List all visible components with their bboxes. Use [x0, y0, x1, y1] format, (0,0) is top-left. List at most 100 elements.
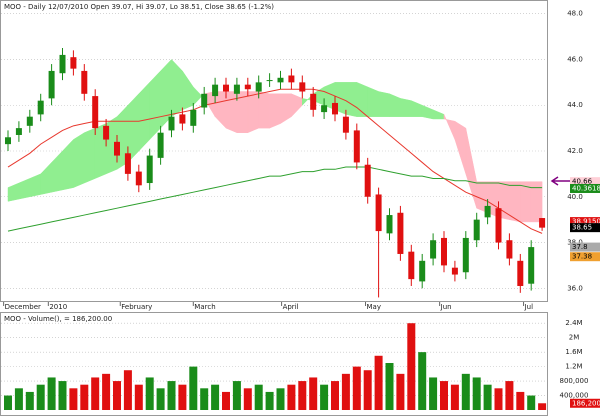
price-label: 40.3618 — [572, 184, 600, 192]
volume-bar — [472, 377, 481, 410]
price-label-box — [570, 177, 600, 187]
volume-bar — [407, 323, 416, 410]
volume-bar — [243, 388, 252, 410]
y-tick-label: 1.2M — [565, 363, 582, 371]
y-tick-label: 800,000 — [560, 377, 589, 385]
candle-body — [277, 77, 284, 83]
candle-body — [462, 237, 469, 273]
volume-bar — [527, 395, 536, 410]
moving-average — [7, 166, 543, 232]
candle-body — [157, 132, 164, 158]
x-tick-label: 2010 — [49, 303, 67, 311]
y-tick-label: 38.0 — [567, 239, 583, 247]
volume-bar — [134, 384, 143, 410]
volume-bar — [254, 384, 263, 410]
volume-bar — [320, 384, 329, 410]
cloud — [367, 86, 379, 117]
cloud — [400, 98, 412, 117]
volume-bar — [341, 373, 350, 410]
volume-bar — [298, 381, 307, 410]
candle-body — [364, 164, 371, 197]
cloud — [258, 91, 270, 129]
y-tick-label: 42.0 — [567, 147, 583, 155]
price-label-box — [570, 183, 600, 193]
y-tick-label: 44.0 — [567, 101, 583, 109]
volume-bar — [36, 384, 45, 410]
volume-bar — [450, 384, 459, 410]
last-volume-label: 186,200 — [572, 399, 600, 407]
volume-bar — [167, 381, 176, 410]
volume-bar — [287, 384, 296, 410]
cloud — [345, 82, 358, 117]
candle-body — [244, 84, 251, 90]
volume-bar — [4, 395, 12, 410]
volume-bar — [58, 381, 67, 410]
last-volume-box — [570, 398, 600, 408]
volume-bar — [276, 388, 285, 410]
volume-bar — [385, 363, 394, 410]
cloud — [269, 93, 281, 129]
candle-body — [288, 75, 295, 83]
cloud — [149, 70, 161, 141]
candle-body — [201, 93, 208, 108]
candle-body — [430, 240, 437, 259]
price-title: MOO - Daily 12/07/2010 Open 39.07, Hi 39… — [4, 3, 274, 11]
candle-body — [70, 57, 77, 69]
candle-body — [190, 109, 197, 126]
volume-title: MOO - Volume(), = 186,200.00 — [4, 315, 112, 323]
volume-bar — [69, 388, 78, 410]
volume-bar — [25, 391, 34, 410]
candle-body — [92, 96, 99, 129]
candle-body — [408, 251, 415, 280]
y-tick-label: 2.4M — [565, 319, 582, 327]
candle-body — [223, 84, 229, 92]
candle-body — [397, 212, 404, 254]
candle-body — [59, 54, 66, 74]
candle-body — [299, 82, 306, 92]
volume-bar — [309, 377, 318, 410]
cloud — [378, 91, 390, 117]
volume-bar — [123, 370, 132, 410]
volume-bar — [222, 391, 230, 410]
volume-bar — [156, 388, 165, 410]
price-label-box — [570, 242, 600, 252]
volume-bar — [102, 373, 111, 410]
candle-body — [375, 194, 382, 232]
candle-body — [26, 116, 33, 126]
x-tick-label: Jun — [440, 303, 452, 311]
candle-body — [5, 137, 11, 145]
cloud — [225, 91, 238, 134]
candle-body — [81, 70, 88, 94]
candle-body — [212, 84, 219, 97]
volume-bar — [211, 384, 220, 410]
candle-body — [233, 84, 240, 94]
volume-bar — [232, 381, 241, 410]
price-label: 38.65 — [572, 224, 592, 232]
candle-body — [179, 114, 186, 124]
candle-body — [451, 267, 458, 275]
x-tick-label: Jul — [524, 303, 534, 311]
volume-bar — [91, 377, 100, 410]
volume-bar — [494, 388, 503, 410]
candle-body — [266, 80, 273, 82]
x-tick-label: February — [121, 303, 152, 311]
volume-bar — [331, 381, 339, 410]
volume-bar — [200, 388, 209, 410]
volume-bar — [363, 370, 372, 410]
candle-body — [103, 125, 110, 140]
candle-body — [506, 240, 513, 259]
cloud — [84, 127, 96, 184]
candle-body — [332, 102, 338, 115]
price-label-box — [570, 252, 600, 262]
candle-body — [386, 215, 393, 234]
x-tick-label: April — [283, 303, 299, 311]
volume-bar — [440, 381, 448, 410]
volume-bar — [80, 384, 89, 410]
price-label: 40.66 — [572, 178, 593, 186]
candle-body — [114, 141, 120, 156]
candle-body — [441, 237, 447, 266]
volume-bar — [461, 373, 470, 410]
volume-bar — [145, 377, 154, 410]
y-tick-label: 40.0 — [567, 193, 583, 201]
